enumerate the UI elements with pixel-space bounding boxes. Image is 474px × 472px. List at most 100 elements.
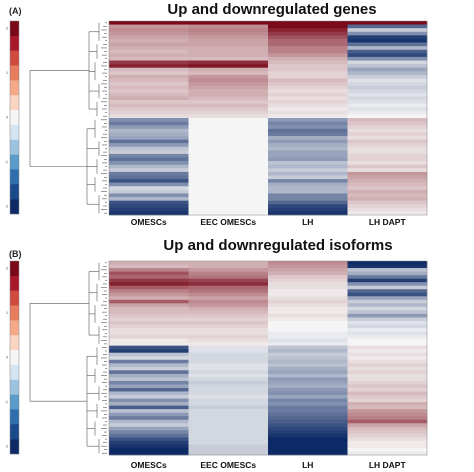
heatmap-cell <box>347 352 428 357</box>
heatmap-cell <box>109 370 189 375</box>
heatmap-cell <box>268 53 348 58</box>
color-scale-tick: -1 <box>5 160 8 164</box>
heatmap-frame <box>108 20 428 216</box>
heatmap-cell <box>347 107 428 112</box>
heatmap-cell <box>109 342 189 346</box>
heatmap-cell <box>268 423 348 428</box>
heatmap-cell <box>268 49 348 54</box>
heatmap-cell <box>188 430 269 435</box>
heatmap-cell <box>188 92 269 97</box>
heatmap-cell <box>347 46 428 51</box>
heatmap-cell <box>268 85 348 90</box>
heatmap-cell <box>109 103 189 108</box>
heatmap-cell <box>188 366 269 371</box>
heatmap-cell <box>347 391 428 396</box>
heatmap-cell <box>109 380 189 385</box>
heatmap-cell <box>347 444 428 449</box>
heatmap-cell <box>347 395 428 399</box>
heatmap-cell <box>268 275 348 279</box>
heatmap-cell <box>347 103 428 108</box>
heatmap-cell <box>268 186 348 191</box>
heatmap-cell <box>109 296 189 301</box>
heatmap-cell <box>188 168 269 173</box>
panel-a: (A) Up and downregulated genes 2 1 0 -1 -2 O… <box>5 1 428 227</box>
color-scale-frame <box>9 260 20 455</box>
heatmap-cell <box>188 395 269 399</box>
heatmap-cell <box>347 89 428 94</box>
heatmap-cell <box>109 135 189 140</box>
heatmap-cell <box>188 402 269 406</box>
heatmap-cell <box>268 143 348 148</box>
color-scale-swatch <box>10 110 19 126</box>
heatmap-cell <box>109 391 189 396</box>
heatmap-cell <box>268 402 348 406</box>
heatmap-cell <box>268 92 348 97</box>
heatmap-cell <box>188 35 269 40</box>
heatmap-cell <box>268 38 348 43</box>
heatmap-cell <box>188 384 269 389</box>
color-scale-swatch <box>10 350 19 366</box>
heatmap-cell <box>109 64 189 68</box>
heatmap-cell <box>268 440 348 445</box>
heatmap-cell <box>188 377 269 382</box>
heatmap-cell <box>347 426 428 431</box>
heatmap-cell <box>347 402 428 406</box>
heatmap-cell <box>188 161 269 165</box>
heatmap-cell <box>347 211 428 216</box>
heatmap-cell <box>188 64 269 68</box>
heatmap-cell <box>109 179 189 183</box>
heatmap-cell <box>188 107 269 112</box>
panel-b-heatmap <box>108 260 428 456</box>
heatmap-cell <box>347 324 428 329</box>
heatmap-cell <box>188 437 269 442</box>
heatmap-cell <box>347 157 428 162</box>
heatmap-cell <box>268 56 348 61</box>
heatmap-cell <box>188 328 269 332</box>
color-scale-frame <box>9 20 20 215</box>
heatmap-cell <box>109 440 189 445</box>
panel-b-dendrogram <box>29 262 107 454</box>
heatmap-cell <box>109 310 189 315</box>
heatmap-cell <box>109 175 189 180</box>
heatmap-cell <box>347 430 428 435</box>
heatmap-cell <box>347 451 428 456</box>
heatmap-cell <box>188 331 269 336</box>
color-scale-swatch <box>10 169 19 185</box>
heatmap-cell <box>268 60 348 65</box>
heatmap-cell <box>109 409 189 413</box>
color-scale-tick: 1 <box>6 71 8 75</box>
heatmap-cell <box>347 261 428 265</box>
heatmap-cell <box>109 373 189 378</box>
heatmap-cell <box>109 320 189 325</box>
heatmap-cell <box>347 299 428 304</box>
heatmap-cell <box>347 28 428 33</box>
color-scale-swatch <box>10 305 19 321</box>
heatmap-cell <box>109 338 189 343</box>
heatmap-cell <box>347 373 428 378</box>
heatmap-cell <box>188 306 269 311</box>
heatmap-cell <box>347 317 428 322</box>
heatmap-cell <box>188 285 269 290</box>
heatmap-cell <box>347 271 428 276</box>
heatmap-cell <box>347 125 428 130</box>
heatmap-cell <box>109 405 189 410</box>
heatmap-cell <box>109 282 189 286</box>
heatmap-cell <box>188 200 269 205</box>
heatmap-cell <box>347 405 428 410</box>
heatmap-cell <box>347 296 428 301</box>
heatmap-cell <box>188 103 269 108</box>
heatmap-cell <box>347 24 428 29</box>
heatmap-cell <box>109 207 189 212</box>
heatmap-cell <box>268 306 348 311</box>
heatmap-cell <box>347 398 428 403</box>
heatmap-cell <box>188 157 269 162</box>
heatmap-cell <box>109 317 189 322</box>
heatmap-cell <box>268 363 348 368</box>
panel-b: (B) Up and downregulated isoforms 2 1 0 -1 -… <box>5 237 428 470</box>
color-scale-swatch <box>10 50 19 66</box>
heatmap-cell <box>188 349 269 354</box>
heatmap-cell <box>347 204 428 209</box>
heatmap-frame <box>108 260 428 456</box>
heatmap-cell <box>109 110 189 115</box>
heatmap-cell <box>109 153 189 158</box>
